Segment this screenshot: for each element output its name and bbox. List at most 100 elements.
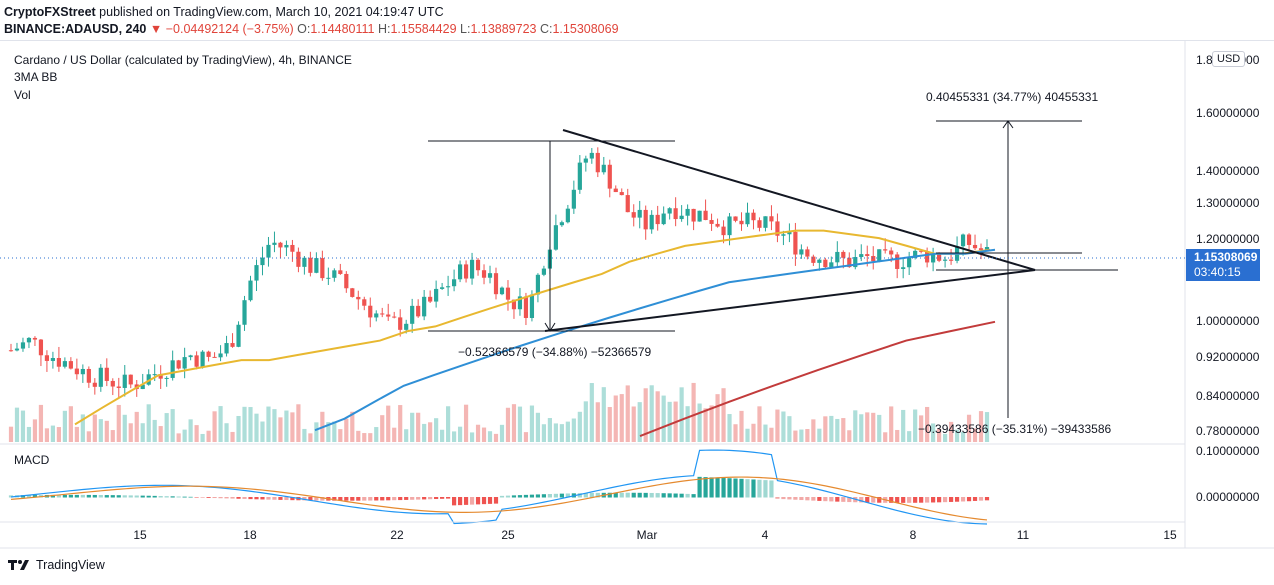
candle-body — [146, 374, 151, 385]
high-label: H: — [377, 22, 391, 36]
candle-body — [960, 234, 966, 247]
volume-bar — [960, 431, 966, 442]
macd-histogram-bar — [356, 497, 361, 501]
macd-histogram-bar — [475, 497, 481, 505]
macd-histogram-bar — [733, 478, 738, 498]
arrow-up-icon — [1002, 120, 1014, 129]
footer-brand[interactable]: TradingView — [8, 558, 105, 572]
indicator-bb-label[interactable]: 3MA BB — [14, 70, 58, 84]
volume-bar — [865, 412, 870, 442]
macd-histogram-bar — [931, 497, 936, 503]
volume-bar — [655, 391, 660, 442]
macd-histogram-bar — [553, 493, 558, 498]
candle-body — [721, 226, 726, 236]
macd-histogram-bar — [667, 493, 672, 498]
macd-histogram-bar — [182, 496, 187, 498]
candle-body — [751, 212, 756, 221]
macd-histogram-bar — [960, 497, 966, 502]
macd-histogram-bar — [948, 497, 954, 502]
volume-bar — [781, 411, 786, 442]
macd-histogram-bar — [164, 496, 169, 498]
price-tick-label: 1.60000000 — [1196, 106, 1260, 120]
macd-histogram-bar — [368, 497, 373, 501]
macd-histogram-bar — [254, 497, 259, 500]
indicator-macd-label[interactable]: MACD — [14, 453, 50, 467]
volume-bar — [182, 429, 187, 442]
volume-bar — [607, 406, 612, 442]
candle-body — [110, 380, 115, 387]
macd-histogram-bar — [362, 497, 367, 501]
candle-body — [481, 270, 487, 278]
volume-bar — [883, 432, 888, 442]
open-label: O: — [297, 22, 311, 36]
footer-brand-label: TradingView — [36, 558, 105, 572]
candle-body — [487, 273, 493, 278]
candle-body — [745, 212, 750, 225]
volume-bar — [475, 424, 481, 442]
candle-body — [314, 258, 319, 273]
lower-measure-label: −0.39433586 (−35.31%) −39433586 — [918, 422, 1111, 436]
volume-bar — [739, 410, 744, 442]
macd-histogram-bar — [817, 497, 822, 501]
macd-histogram-bar — [170, 496, 175, 498]
candle-body — [380, 313, 385, 315]
candle-body — [475, 259, 481, 271]
time-tick-label: 18 — [243, 528, 257, 542]
volume-bar — [535, 412, 541, 442]
macd-histogram-bar — [643, 492, 648, 498]
candle-body — [739, 220, 744, 225]
volume-bar — [50, 425, 56, 442]
volume-bar — [948, 421, 954, 442]
candle-body — [583, 158, 588, 163]
macd-histogram-bar — [146, 495, 151, 498]
macd-histogram-bar — [847, 497, 852, 503]
macd-histogram-bar — [56, 494, 61, 498]
currency-button[interactable]: USD — [1212, 51, 1246, 67]
candle-body — [194, 355, 199, 367]
macd-histogram-bar — [350, 497, 355, 501]
candle-body — [368, 305, 373, 318]
macd-histogram-bar — [50, 494, 56, 498]
chart-panel[interactable] — [0, 40, 1274, 551]
candle-body — [565, 208, 570, 223]
candle-body — [523, 296, 529, 318]
macd-histogram-bar — [619, 492, 624, 498]
macd-histogram-bar — [978, 497, 984, 501]
macd-histogram-bar — [859, 497, 864, 503]
volume-bar — [434, 418, 439, 442]
candle-body — [853, 257, 858, 268]
macd-histogram-bar — [86, 494, 91, 498]
macd-histogram-bar — [320, 497, 325, 501]
macd-histogram-bar — [446, 497, 451, 499]
volume-bar — [631, 406, 636, 442]
candle-body — [841, 251, 846, 258]
volume-bar — [158, 426, 163, 442]
macd-histogram-bar — [907, 497, 912, 503]
moving-average-line — [314, 248, 996, 432]
macd-histogram-bar — [272, 497, 277, 500]
indicator-volume-label[interactable]: Vol — [14, 88, 31, 102]
candle-body — [451, 279, 457, 287]
candle-body — [170, 360, 175, 378]
candle-body — [362, 299, 367, 306]
macd-histogram-bar — [511, 495, 517, 498]
publisher-name[interactable]: CryptoFXStreet — [4, 5, 96, 19]
close-label: C: — [539, 22, 553, 36]
macd-histogram-bar — [212, 497, 217, 499]
volume-bar — [422, 423, 427, 442]
candle-body — [374, 313, 379, 318]
volume-bar — [493, 433, 499, 442]
macd-histogram-bar — [278, 497, 283, 500]
candle-body — [637, 209, 642, 218]
volume-bar — [829, 415, 834, 442]
volume-bar — [140, 423, 145, 442]
macd-histogram-bar — [284, 497, 289, 501]
macd-histogram-bar — [805, 497, 810, 501]
candle-body — [709, 220, 714, 224]
candle-body — [499, 287, 505, 295]
candle-body — [691, 208, 696, 222]
volume-bar — [787, 416, 792, 442]
macd-histogram-bar — [74, 494, 79, 498]
macd-histogram-bar — [547, 494, 552, 498]
